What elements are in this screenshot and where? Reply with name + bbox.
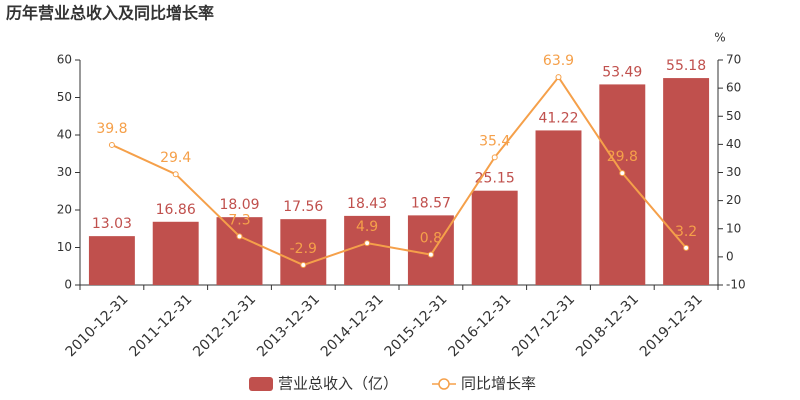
x-tick-label: 2013-12-31 [254, 291, 323, 360]
x-tick-label: 2012-12-31 [190, 291, 259, 360]
y2-tick-label: 30 [726, 165, 741, 179]
y-tick-label: 30 [57, 165, 72, 179]
line-point [491, 154, 498, 161]
bar-value-label: 41.22 [538, 110, 578, 126]
bar-value-label: 18.09 [219, 197, 259, 213]
bar [216, 217, 263, 285]
x-tick-label: 2015-12-31 [382, 291, 451, 360]
line-value-label: 63.9 [543, 53, 574, 69]
y2-tick-label: 40 [726, 137, 741, 151]
line-value-label: -2.9 [290, 241, 317, 257]
y2-tick-label: -10 [726, 278, 746, 292]
legend-swatch [249, 377, 273, 391]
x-tick-label: 2019-12-31 [637, 291, 706, 360]
bar-value-label: 55.18 [666, 58, 706, 74]
x-tick-label: 2016-12-31 [446, 291, 515, 360]
line-value-label: 4.9 [356, 219, 378, 235]
line-point [108, 141, 115, 148]
y2-tick-label: 0 [726, 249, 734, 263]
bar-value-label: 18.57 [411, 195, 451, 211]
chart-title: 历年营业总收入及同比增长率 [6, 4, 214, 23]
y-tick-label: 60 [57, 53, 72, 67]
y2-tick-label: 20 [726, 193, 741, 207]
line-value-label: 29.4 [160, 150, 191, 166]
line-value-label: 39.8 [96, 121, 127, 137]
bar-value-label: 18.43 [347, 196, 387, 212]
bar [280, 219, 327, 285]
bar-value-label: 53.49 [602, 64, 642, 80]
x-tick-label: 2018-12-31 [573, 291, 642, 360]
y2-tick-label: 70 [726, 53, 741, 67]
x-tick-label: 2014-12-31 [318, 291, 387, 360]
x-tick-label: 2010-12-31 [63, 291, 132, 360]
legend-label: 同比增长率 [461, 375, 536, 393]
line-value-label: 35.4 [479, 133, 510, 149]
line-value-label: 29.8 [607, 149, 638, 165]
line-point [364, 240, 371, 247]
bar [88, 236, 135, 285]
bar [471, 190, 518, 285]
y2-tick-label: 50 [726, 109, 741, 123]
bar [407, 215, 454, 285]
bar [152, 221, 199, 285]
y-tick-label: 40 [57, 128, 72, 142]
bar-value-label: 16.86 [156, 202, 196, 218]
line-point [555, 74, 562, 81]
y2-axis-label: % [714, 31, 725, 45]
bar-value-label: 17.56 [283, 199, 323, 215]
line-value-label: 0.8 [420, 231, 442, 247]
y2-tick-label: 10 [726, 221, 741, 235]
line-point [236, 233, 243, 240]
x-tick-label: 2017-12-31 [509, 291, 578, 360]
bar [599, 84, 646, 285]
y-tick-label: 0 [64, 278, 72, 292]
line-value-label: 7.3 [228, 212, 250, 228]
y-tick-label: 50 [57, 90, 72, 104]
line-point [427, 251, 434, 258]
line-point [619, 170, 626, 177]
y-tick-label: 10 [57, 240, 72, 254]
y2-tick-label: 60 [726, 81, 741, 95]
line-point [172, 171, 179, 178]
line [111, 75, 687, 267]
bar [344, 215, 391, 285]
bar [663, 78, 710, 285]
bar [535, 130, 582, 285]
line-point [300, 262, 307, 269]
legend-label: 营业总收入（亿） [278, 375, 398, 393]
legend-swatch [438, 378, 450, 390]
bar-value-label: 25.15 [475, 171, 515, 187]
line-point [683, 244, 690, 251]
x-tick-label: 2011-12-31 [127, 291, 196, 360]
line-value-label: 3.2 [675, 224, 697, 240]
y-tick-label: 20 [57, 203, 72, 217]
bar-value-label: 13.03 [92, 216, 132, 232]
